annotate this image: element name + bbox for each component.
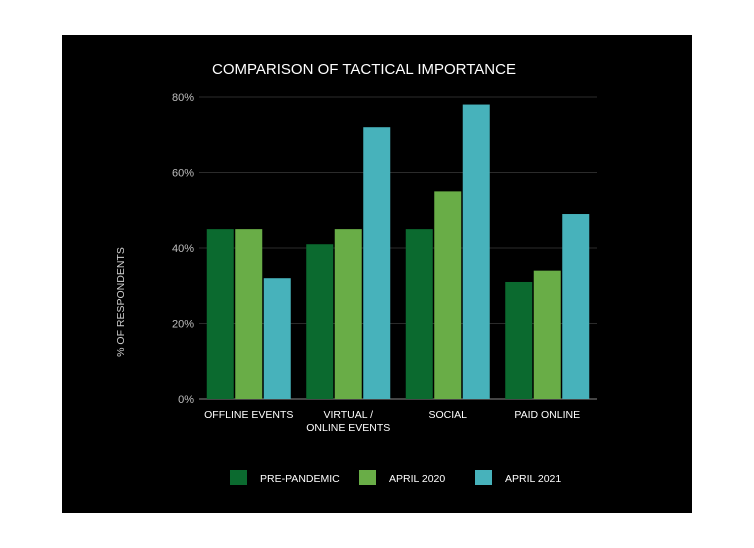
chart-title: COMPARISON OF TACTICAL IMPORTANCE xyxy=(212,61,516,78)
y-tick-label: 40% xyxy=(172,243,194,255)
chart-panel: 0% 20% 40% 60% 80% OFFLINE EVENTS VIRTUAL / ON… xyxy=(62,35,692,513)
legend-label: PRE-PANDEMIC xyxy=(260,473,340,485)
bar-april-2020-0 xyxy=(235,229,263,399)
y-axis-ticks: 0% 20% 40% 60% 80% xyxy=(172,92,194,406)
bar-april-2021-1 xyxy=(363,127,391,399)
bar-chart: 0% 20% 40% 60% 80% OFFLINE EVENTS VIRTUAL /ON… xyxy=(115,61,597,485)
x-category-label: VIRTUAL / xyxy=(323,409,373,421)
bar-pre-pandemic-1 xyxy=(306,244,334,399)
legend-label: APRIL 2021 xyxy=(505,473,561,485)
x-category-label: SOCIAL xyxy=(428,409,467,421)
y-axis-label: % OF RESPONDENTS xyxy=(115,247,127,357)
legend-label: APRIL 2020 xyxy=(389,473,445,485)
x-category-label: OFFLINE EVENTS xyxy=(204,409,293,421)
legend-swatch xyxy=(230,470,247,485)
legend-swatch xyxy=(475,470,492,485)
legend: PRE-PANDEMIC APRIL 2020 APRIL 2021 xyxy=(230,470,561,485)
y-tick-label: 20% xyxy=(172,319,194,331)
bar-april-2020-2 xyxy=(434,191,462,399)
x-axis-categories: OFFLINE EVENTS VIRTUAL /ONLINE EVENTS SOCI… xyxy=(204,409,580,434)
bar-april-2021-3 xyxy=(562,214,590,399)
bar-april-2020-3 xyxy=(533,270,561,399)
bar-april-2020-1 xyxy=(334,229,362,399)
y-tick-label: 60% xyxy=(172,168,194,180)
bar-april-2021-2 xyxy=(462,104,490,400)
x-category-label: PAID ONLINE xyxy=(514,409,580,421)
y-tick-label: 0% xyxy=(178,394,194,406)
bar-pre-pandemic-0 xyxy=(206,229,234,399)
bars xyxy=(206,104,590,400)
legend-swatch xyxy=(359,470,376,485)
y-tick-label: 80% xyxy=(172,92,194,104)
x-category-label: ONLINE EVENTS xyxy=(306,422,390,434)
bar-pre-pandemic-3 xyxy=(505,281,533,399)
bar-pre-pandemic-2 xyxy=(405,229,433,399)
bar-april-2021-0 xyxy=(263,278,291,399)
